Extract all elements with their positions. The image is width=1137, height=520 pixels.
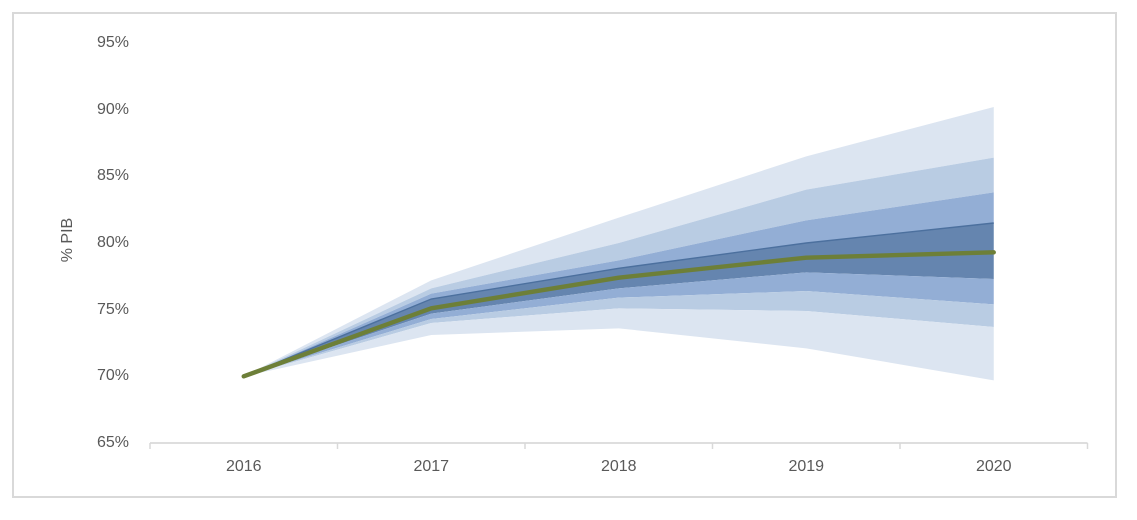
x-axis-tick-label: 2018 [600, 458, 637, 475]
fan-band-dark-top-edge [243, 222, 994, 377]
y-axis-tick-label: 80% [96, 234, 129, 251]
x-axis-tick-label: 2016 [225, 458, 262, 475]
x-axis-tick-label: 2019 [788, 458, 825, 475]
fan-band-p70-p80 [243, 157, 994, 377]
x-axis-tick-label: 2020 [975, 458, 1012, 475]
fan-band-p80-p90 [243, 107, 994, 377]
fan-band-p10-p20 [243, 308, 994, 381]
y-axis-tick-label: 90% [96, 100, 129, 118]
y-axis-tick-label: 70% [96, 367, 129, 385]
y-axis-tick-label: 75% [96, 300, 129, 318]
x-axis-tick-label: 2017 [413, 458, 450, 475]
y-axis-tick-label: 65% [96, 434, 129, 451]
y-axis-tick-label: 95% [96, 34, 129, 51]
fan-band-p20-p30 [243, 291, 994, 377]
y-axis-tick-label: 85% [96, 167, 129, 185]
central-projection-line [241, 250, 996, 379]
fan-band-p30-p40 [243, 272, 994, 377]
fan-band-p40-p60 [243, 223, 994, 377]
fan-band-p60-p70 [243, 192, 994, 377]
